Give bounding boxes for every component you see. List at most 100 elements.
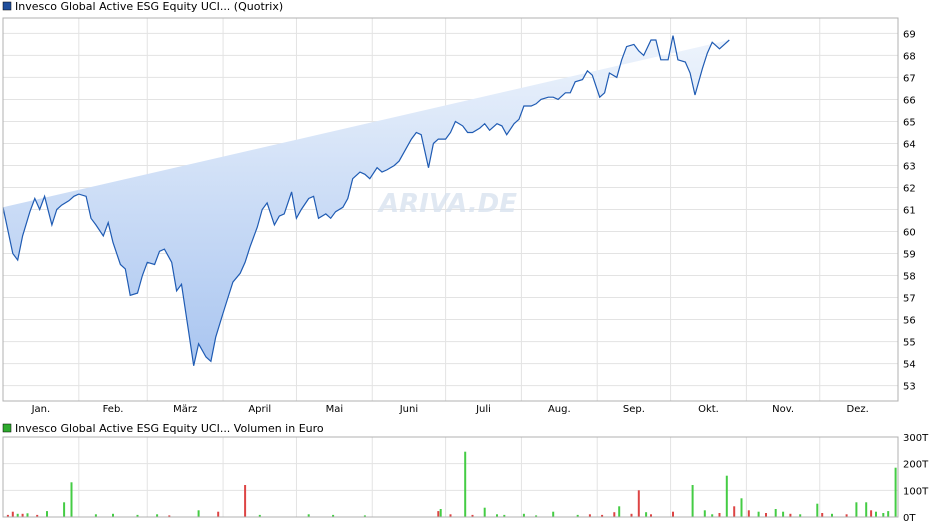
price-y-tick-label: 60 bbox=[903, 228, 916, 239]
volume-bar bbox=[789, 513, 792, 517]
volume-bar bbox=[522, 513, 525, 517]
price-area bbox=[3, 35, 730, 366]
volume-bar bbox=[332, 514, 335, 517]
month-label: Mai bbox=[326, 404, 344, 415]
volume-bar bbox=[535, 515, 538, 517]
volume-bar bbox=[136, 514, 139, 517]
volume-bar bbox=[21, 513, 24, 517]
price-line bbox=[2, 35, 730, 366]
month-label: April bbox=[248, 404, 271, 415]
price-y-tick-label: 54 bbox=[903, 360, 916, 371]
volume-bar bbox=[464, 451, 467, 517]
volume-bar bbox=[307, 514, 310, 517]
volume-bar bbox=[765, 513, 767, 517]
month-label: März bbox=[173, 404, 197, 415]
volume-bar bbox=[894, 467, 897, 517]
volume-bar bbox=[691, 485, 694, 517]
volume-y-tick-label: 100T bbox=[903, 486, 929, 497]
price-panel-frame bbox=[2, 17, 899, 402]
price-y-tick-label: 57 bbox=[903, 294, 916, 305]
volume-bar bbox=[6, 514, 9, 517]
volume-chart-title: Invesco Global Active ESG Equity UCI... … bbox=[15, 422, 324, 435]
price-legend-swatch bbox=[2, 1, 12, 11]
volume-panel-frame bbox=[2, 436, 899, 518]
volume-bar bbox=[816, 503, 819, 517]
volume-bar bbox=[244, 485, 247, 517]
volume-bar bbox=[552, 511, 555, 517]
price-y-tick-label: 55 bbox=[903, 338, 916, 349]
volume-bar bbox=[503, 514, 506, 517]
volume-bar bbox=[36, 514, 39, 517]
volume-bar bbox=[718, 513, 721, 517]
month-label: Dez. bbox=[847, 404, 869, 415]
price-y-tick-label: 65 bbox=[903, 117, 916, 128]
volume-bar bbox=[258, 514, 261, 517]
volume-bar bbox=[845, 514, 848, 517]
price-y-tick-label: 68 bbox=[903, 51, 916, 62]
volume-bar bbox=[650, 514, 652, 517]
volume-bar bbox=[437, 511, 440, 517]
volume-bar bbox=[16, 513, 19, 517]
volume-bar bbox=[637, 490, 640, 517]
volume-bar bbox=[46, 511, 48, 517]
volume-y-tick-label: 0T bbox=[903, 513, 916, 524]
price-y-tick-label: 61 bbox=[903, 206, 916, 217]
volume-bar bbox=[740, 498, 743, 517]
volume-bar bbox=[449, 514, 452, 517]
volume-bar bbox=[757, 511, 760, 517]
month-label: Okt. bbox=[698, 404, 719, 415]
volume-bar bbox=[168, 515, 171, 517]
volume-bar bbox=[496, 514, 498, 517]
month-label: Aug. bbox=[548, 404, 571, 415]
volume-bar bbox=[870, 510, 873, 517]
volume-bar bbox=[645, 512, 648, 517]
watermark: ARIVA.DE bbox=[377, 189, 517, 219]
volume-bar bbox=[613, 512, 616, 517]
volume-bar bbox=[733, 506, 736, 517]
price-chart-title: Invesco Global Active ESG Equity UCI... … bbox=[15, 0, 283, 13]
volume-bar bbox=[483, 507, 486, 517]
price-y-tick-label: 62 bbox=[903, 183, 916, 194]
volume-bar bbox=[588, 514, 591, 517]
volume-grid bbox=[3, 436, 898, 518]
price-y-tick-label: 67 bbox=[903, 73, 916, 84]
volume-bar bbox=[774, 509, 777, 517]
volume-bar bbox=[882, 513, 885, 517]
volume-bar bbox=[799, 514, 802, 517]
month-label: Juli bbox=[475, 404, 491, 415]
price-y-tick-label: 64 bbox=[903, 139, 916, 150]
volume-bar bbox=[711, 514, 714, 517]
volume-bar bbox=[576, 514, 579, 517]
month-label: Jan. bbox=[31, 404, 51, 415]
volume-bar bbox=[887, 511, 890, 517]
volume-bar bbox=[601, 514, 604, 517]
volume-bar bbox=[672, 511, 674, 517]
volume-bar bbox=[197, 510, 200, 517]
volume-bar bbox=[70, 482, 73, 517]
volume-bar bbox=[855, 502, 858, 517]
volume-bar bbox=[63, 502, 66, 517]
price-y-tick-label: 69 bbox=[903, 29, 916, 40]
volume-y-tick-label: 200T bbox=[903, 460, 929, 471]
price-y-tick-label: 63 bbox=[903, 161, 916, 172]
volume-bar bbox=[618, 506, 621, 517]
volume-bar bbox=[471, 514, 474, 517]
volume-bar bbox=[363, 515, 366, 517]
month-label: Feb. bbox=[103, 404, 124, 415]
volume-y-tick-label: 300T bbox=[903, 433, 929, 444]
price-y-tick-label: 66 bbox=[903, 95, 916, 106]
volume-y-axis: 0T 100T 200T 300T bbox=[903, 433, 929, 524]
volume-bar bbox=[11, 511, 14, 517]
volume-bar bbox=[26, 513, 29, 517]
volume-bar bbox=[865, 502, 868, 517]
volume-bar bbox=[875, 511, 877, 517]
price-y-tick-label: 58 bbox=[903, 272, 916, 283]
price-y-tick-label: 59 bbox=[903, 250, 916, 261]
volume-bar bbox=[747, 510, 750, 517]
price-y-tick-label: 56 bbox=[903, 316, 916, 327]
volume-bar bbox=[725, 475, 728, 517]
volume-bars bbox=[6, 451, 897, 517]
volume-bar bbox=[217, 511, 220, 517]
month-label: Sep. bbox=[623, 404, 645, 415]
